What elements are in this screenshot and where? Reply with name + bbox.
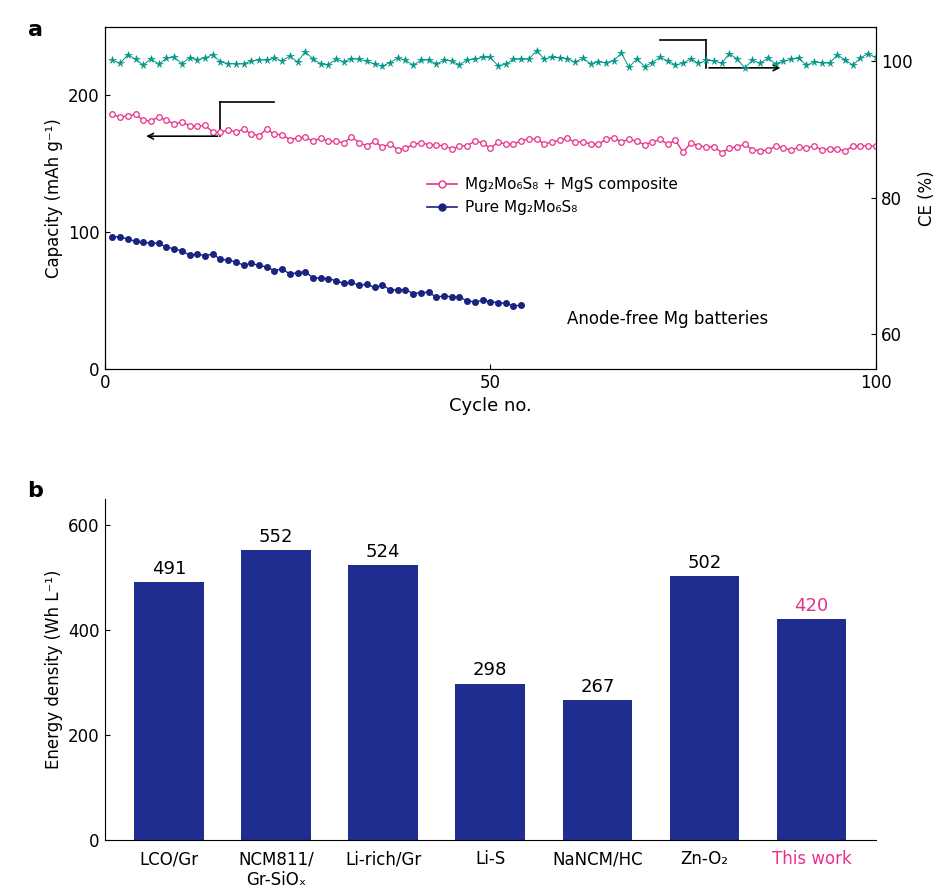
Legend: Mg₂Mo₆S₈ + MgS composite, Pure Mg₂Mo₆S₈: Mg₂Mo₆S₈ + MgS composite, Pure Mg₂Mo₆S₈ xyxy=(421,171,684,221)
Text: Anode-free Mg batteries: Anode-free Mg batteries xyxy=(567,309,768,327)
Bar xyxy=(669,577,740,840)
Text: 267: 267 xyxy=(580,678,615,696)
Text: 502: 502 xyxy=(687,554,722,572)
X-axis label: Cycle no.: Cycle no. xyxy=(449,397,531,415)
Bar xyxy=(241,550,311,840)
Bar xyxy=(563,700,632,840)
Y-axis label: Energy density (Wh L⁻¹): Energy density (Wh L⁻¹) xyxy=(45,569,63,769)
Text: a: a xyxy=(28,20,43,40)
Text: 552: 552 xyxy=(259,527,293,546)
Bar xyxy=(455,684,526,840)
Text: 298: 298 xyxy=(473,662,507,679)
Bar xyxy=(777,620,846,840)
Y-axis label: CE (%): CE (%) xyxy=(918,170,936,225)
Text: 420: 420 xyxy=(795,597,828,615)
Text: 491: 491 xyxy=(151,560,187,578)
Text: b: b xyxy=(28,482,44,502)
Text: 524: 524 xyxy=(366,543,401,561)
Bar xyxy=(134,582,204,840)
Bar xyxy=(348,565,418,840)
Y-axis label: Capacity (mAh g⁻¹): Capacity (mAh g⁻¹) xyxy=(45,118,63,278)
